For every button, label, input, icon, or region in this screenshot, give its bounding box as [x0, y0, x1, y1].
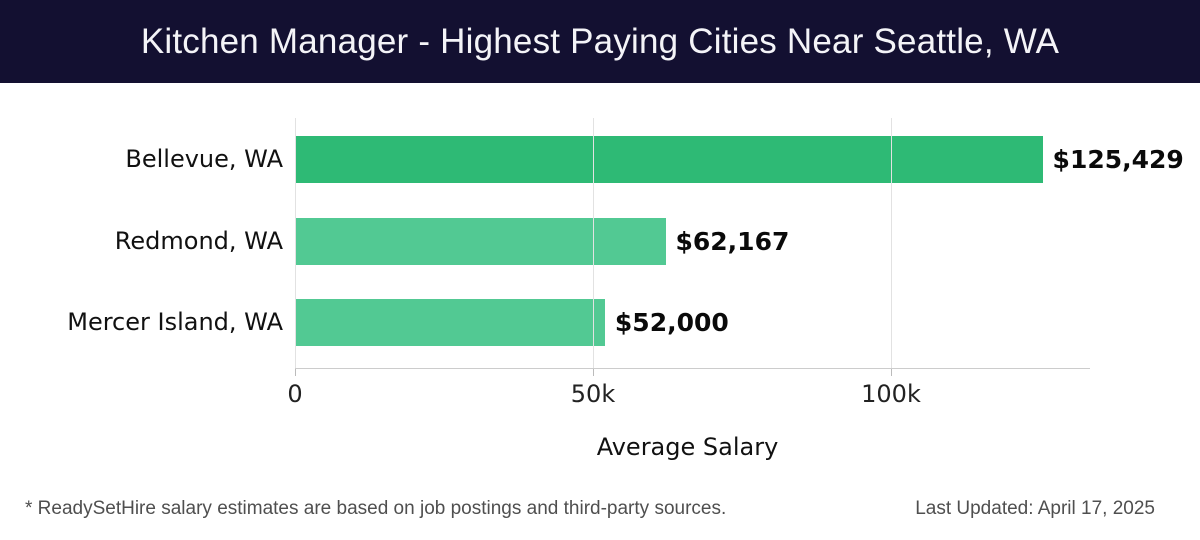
x-tick-label: 100k [861, 380, 921, 408]
chart-title: Kitchen Manager - Highest Paying Cities … [140, 21, 1060, 61]
x-tick-mark [891, 368, 892, 376]
disclaimer-text: * ReadySetHire salary estimates are base… [25, 498, 727, 519]
x-tick-mark [593, 368, 594, 376]
bar-value-label: $125,429 [1052, 145, 1184, 174]
chart-header-banner: Kitchen Manager - Highest Paying Cities … [0, 0, 1200, 83]
gridline-50k [593, 118, 594, 368]
x-tick-label: 50k [570, 380, 616, 408]
category-label: Mercer Island, WA [67, 308, 283, 336]
x-axis-title: Average Salary [596, 433, 779, 461]
bar-mercer-island [295, 299, 605, 346]
category-label: Redmond, WA [114, 227, 283, 255]
gridline-100k [891, 118, 892, 368]
bar-value-label: $62,167 [675, 227, 790, 256]
category-label: Bellevue, WA [125, 145, 283, 173]
bar-redmond [295, 218, 666, 265]
gridline-0 [295, 118, 296, 368]
x-tick-label: 0 [287, 380, 303, 408]
bar-bellevue [295, 136, 1043, 183]
x-tick-mark [295, 368, 296, 376]
bar-value-label: $52,000 [614, 308, 729, 337]
last-updated-text: Last Updated: April 17, 2025 [915, 498, 1155, 519]
x-axis-line [295, 368, 1090, 369]
